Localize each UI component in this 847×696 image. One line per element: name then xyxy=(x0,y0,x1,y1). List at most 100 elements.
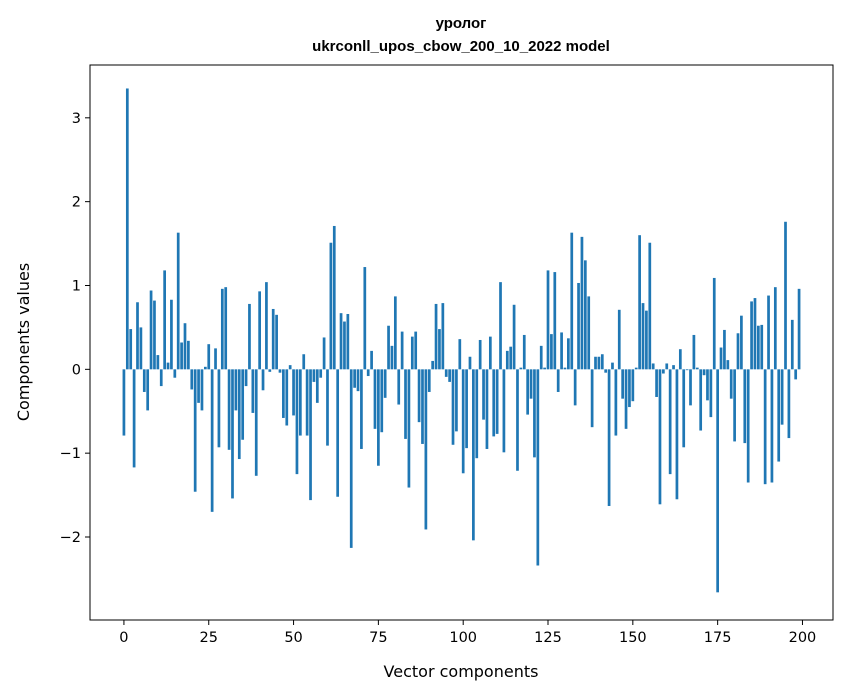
bar-73 xyxy=(370,350,373,370)
y-tick-label: 3 xyxy=(72,111,81,127)
bar-51 xyxy=(295,369,299,475)
bar-50 xyxy=(292,369,295,416)
bar-151 xyxy=(634,367,638,370)
bar-107 xyxy=(485,369,489,449)
bar-197 xyxy=(790,319,794,370)
bar-162 xyxy=(672,365,675,370)
bar-17 xyxy=(180,342,183,370)
bar-48 xyxy=(285,369,289,426)
y-axis-label: Components values xyxy=(14,263,33,421)
bar-126 xyxy=(550,334,553,370)
bar-179 xyxy=(729,369,733,399)
bar-63 xyxy=(336,369,340,497)
bar-21 xyxy=(193,369,197,492)
bar-114 xyxy=(509,346,513,370)
bar-194 xyxy=(780,369,784,425)
bar-80 xyxy=(393,296,397,370)
bar-132 xyxy=(570,232,574,370)
bar-146 xyxy=(617,309,621,370)
bar-32 xyxy=(231,369,234,499)
bar-185 xyxy=(750,301,753,370)
bar-59 xyxy=(322,337,326,370)
bar-139 xyxy=(594,356,597,370)
chart-title: уролог xyxy=(436,15,487,32)
bar-195 xyxy=(784,221,787,370)
bar-134 xyxy=(577,282,580,370)
bar-10 xyxy=(156,355,160,370)
bar-0 xyxy=(122,369,126,436)
bar-169 xyxy=(695,367,699,370)
bar-30 xyxy=(224,287,228,370)
bar-58 xyxy=(319,369,323,378)
bar-158 xyxy=(658,369,662,505)
bar-171 xyxy=(702,369,706,376)
bar-13 xyxy=(166,362,170,370)
bar-138 xyxy=(590,369,594,428)
bar-136 xyxy=(583,260,587,370)
bar-129 xyxy=(560,332,563,370)
bar-33 xyxy=(234,369,238,411)
bar-93 xyxy=(438,329,441,370)
bar-18 xyxy=(183,323,187,370)
bar-130 xyxy=(563,367,567,370)
bar-55 xyxy=(309,369,312,501)
bars-group xyxy=(122,88,801,593)
bar-36 xyxy=(244,369,248,387)
bar-57 xyxy=(315,369,319,403)
bar-60 xyxy=(326,369,329,446)
bar-97 xyxy=(451,369,455,445)
bar-118 xyxy=(522,334,526,370)
bar-12 xyxy=(163,270,166,370)
plot-frame xyxy=(89,64,834,621)
x-tick-label: 125 xyxy=(534,630,562,646)
bar-54 xyxy=(305,369,309,436)
bar-22 xyxy=(197,369,200,403)
bar-14 xyxy=(170,299,173,370)
bar-150 xyxy=(631,369,635,402)
bar-35 xyxy=(241,369,245,440)
chart-subtitle: ukrconll_upos_cbow_200_10_2022 model xyxy=(312,38,610,55)
bar-165 xyxy=(682,369,686,448)
bar-66 xyxy=(346,313,350,370)
bar-145 xyxy=(614,369,618,436)
bar-26 xyxy=(210,369,214,512)
bar-42 xyxy=(265,282,268,370)
bar-121 xyxy=(533,369,536,458)
x-tick-label: 200 xyxy=(789,630,817,646)
bar-148 xyxy=(624,369,628,429)
bar-103 xyxy=(472,369,475,541)
bar-128 xyxy=(556,369,560,392)
bar-31 xyxy=(227,369,231,450)
bar-172 xyxy=(706,369,709,401)
bar-198 xyxy=(794,369,798,380)
bar-196 xyxy=(787,369,791,439)
bar-184 xyxy=(746,369,750,483)
x-tick-label: 175 xyxy=(704,630,732,646)
x-tick-label: 100 xyxy=(449,630,477,646)
bar-166 xyxy=(685,369,689,371)
bar-187 xyxy=(757,325,760,370)
bar-79 xyxy=(390,345,394,370)
bar-112 xyxy=(502,369,506,453)
bar-125 xyxy=(546,270,550,370)
bar-147 xyxy=(621,369,625,399)
bar-144 xyxy=(611,362,614,370)
bar-99 xyxy=(458,339,462,370)
bar-173 xyxy=(709,369,713,418)
bar-81 xyxy=(397,369,401,405)
bar-1 xyxy=(125,88,129,370)
bar-88 xyxy=(421,369,424,444)
bar-160 xyxy=(665,363,669,370)
bar-68 xyxy=(353,369,356,388)
bar-23 xyxy=(200,369,204,411)
bar-164 xyxy=(678,349,682,370)
y-tick-label: 0 xyxy=(72,362,81,378)
bar-174 xyxy=(712,277,716,370)
bar-142 xyxy=(604,369,608,373)
bar-76 xyxy=(380,369,384,433)
x-tick-label: 75 xyxy=(369,630,387,646)
bar-75 xyxy=(377,369,380,466)
bar-120 xyxy=(529,369,533,399)
bar-34 xyxy=(237,369,241,460)
